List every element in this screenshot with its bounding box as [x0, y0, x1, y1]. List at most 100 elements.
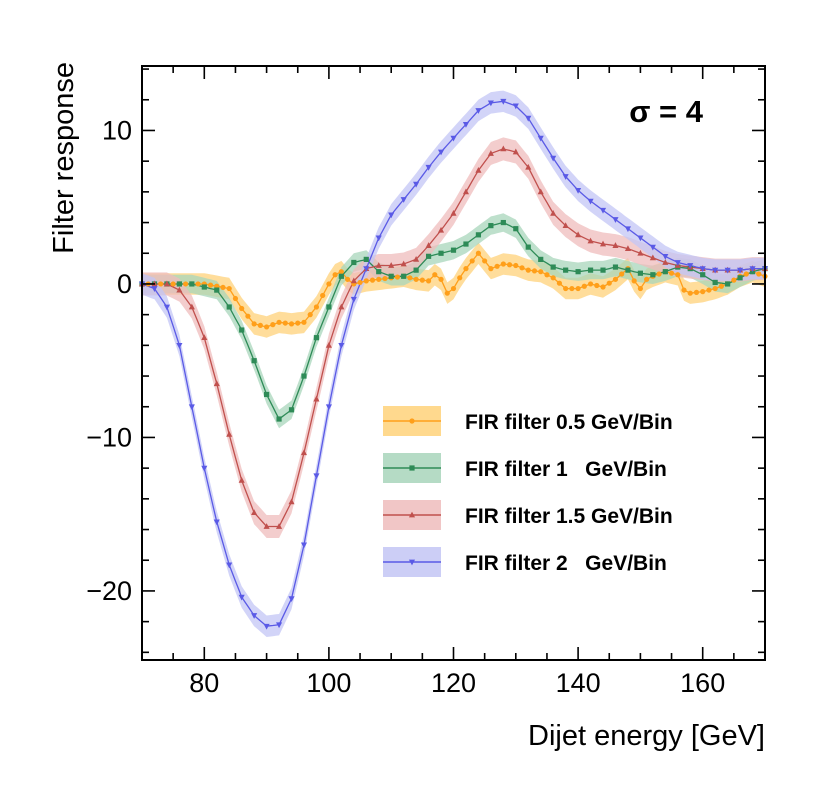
- marker-series-1: [569, 285, 575, 292]
- marker-series-1: [544, 272, 550, 278]
- marker-series-1: [594, 282, 600, 289]
- legend-item-4: FIR filter 2 GeV/Bin: [383, 547, 667, 577]
- marker-series-3: [462, 188, 470, 195]
- marker-series-4: [562, 174, 569, 180]
- marker-series-1: [712, 285, 718, 292]
- marker-series-3: [213, 380, 220, 387]
- marker-series-4: [450, 135, 457, 142]
- marker-series-4: [512, 103, 519, 110]
- marker-series-3: [437, 226, 445, 233]
- marker-series-2: [264, 391, 270, 398]
- marker-series-3: [300, 449, 308, 456]
- marker-series-4: [737, 267, 744, 274]
- marker-series-4: [550, 155, 557, 162]
- marker-series-1: [257, 322, 263, 328]
- legend-label: FIR filter 0.5 GeV/Bin: [465, 411, 673, 434]
- marker-series-4: [575, 187, 582, 194]
- marker-series-2: [650, 272, 656, 278]
- marker-series-1: [494, 263, 500, 269]
- marker-series-1: [463, 266, 469, 272]
- marker-series-1: [207, 282, 214, 288]
- marker-series-4: [300, 542, 308, 549]
- marker-series-1: [183, 281, 189, 287]
- confidence-bands: [142, 90, 765, 638]
- marker-series-1: [245, 313, 251, 319]
- marker-series-1: [482, 258, 488, 264]
- marker-series-2: [563, 267, 569, 273]
- marker-series-4: [462, 121, 470, 128]
- marker-series-4: [437, 149, 445, 156]
- marker-series-2: [612, 264, 619, 270]
- marker-series-3: [612, 242, 619, 248]
- marker-series-1: [475, 250, 482, 256]
- marker-series-4: [687, 263, 694, 269]
- marker-series-1: [232, 295, 239, 302]
- marker-series-1: [220, 284, 226, 291]
- marker-series-1: [195, 281, 201, 287]
- marker-series-3: [238, 477, 245, 483]
- marker-series-4: [612, 217, 619, 223]
- marker-series-2: [239, 327, 245, 333]
- marker-series-1: [731, 277, 737, 283]
- marker-series-4: [599, 207, 607, 214]
- marker-series-3: [475, 166, 482, 173]
- marker-series-1: [270, 322, 276, 328]
- marker-series-4: [475, 108, 482, 114]
- marker-series-4: [363, 266, 370, 273]
- marker-series-3: [662, 259, 669, 265]
- marker-series-4: [587, 198, 594, 205]
- marker-series-1: [332, 272, 338, 278]
- marker-series-1: [500, 261, 506, 267]
- marker-series-1: [288, 321, 295, 327]
- marker-series-2: [363, 256, 369, 262]
- marker-series-2: [313, 335, 320, 341]
- marker-series-2: [575, 269, 581, 275]
- marker-series-3: [500, 145, 507, 152]
- marker-series-4: [338, 342, 345, 349]
- marker-series-3: [575, 231, 582, 238]
- marker-series-1: [376, 276, 382, 282]
- marker-series-4: [226, 562, 233, 569]
- marker-series-2: [525, 244, 531, 250]
- marker-series-4: [674, 260, 681, 266]
- marker-series-2: [189, 281, 195, 287]
- marker-series-4: [151, 286, 158, 292]
- marker-series-1: [637, 285, 644, 292]
- marker-series-3: [288, 498, 295, 505]
- y-tick-label: 0: [117, 269, 132, 299]
- x-tick-label: 100: [306, 668, 351, 698]
- legend-label: FIR filter 1.5 GeV/Bin: [465, 505, 673, 528]
- marker-series-1: [432, 272, 438, 278]
- marker-series-3: [375, 262, 382, 268]
- marker-series-3: [637, 249, 644, 256]
- marker-series-4: [500, 98, 507, 105]
- y-tick-label: −20: [86, 576, 132, 606]
- marker-series-2: [326, 304, 332, 310]
- marker-series-4: [624, 226, 631, 233]
- axis-ticks: [141, 66, 766, 660]
- series-lines: [141, 100, 766, 627]
- marker-series-1: [369, 277, 376, 283]
- marker-series-1: [407, 275, 413, 281]
- marker-series-3: [562, 222, 569, 229]
- marker-series-2: [500, 219, 506, 226]
- legend-item-1: FIR filter 0.5 GeV/Bin: [383, 406, 673, 436]
- marker-series-1: [581, 283, 587, 289]
- marker-series-1: [506, 262, 513, 268]
- marker-series-1: [600, 284, 606, 290]
- legend-marker: [408, 511, 416, 518]
- marker-series-1: [513, 262, 519, 269]
- marker-series-2: [351, 259, 357, 266]
- marker-series-1: [756, 271, 762, 277]
- marker-series-4: [425, 164, 432, 171]
- sigma-annotation: σ = 4: [629, 94, 704, 129]
- marker-series-2: [201, 284, 207, 290]
- marker-series-3: [587, 237, 594, 244]
- marker-series-2: [401, 273, 407, 279]
- marker-series-3: [263, 523, 270, 529]
- marker-series-1: [550, 275, 556, 281]
- x-tick-label: 80: [189, 668, 219, 698]
- marker-series-2: [301, 373, 307, 379]
